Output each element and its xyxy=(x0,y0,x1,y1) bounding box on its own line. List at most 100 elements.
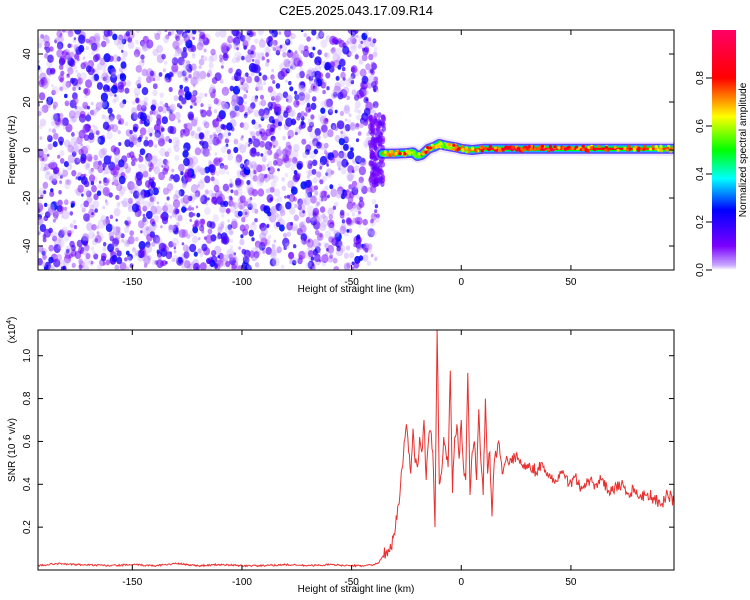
heatmap-cell xyxy=(315,134,321,141)
heatmap-cell xyxy=(38,258,43,266)
heatmap-cell xyxy=(350,123,355,130)
heatmap-cell xyxy=(184,168,192,178)
heatmap-cell xyxy=(146,73,150,78)
heatmap-cell xyxy=(119,186,126,195)
heatmap-cell xyxy=(230,115,233,119)
heatmap-cell xyxy=(223,129,231,139)
spectrogram-x-tick-label: 0 xyxy=(458,277,464,288)
heatmap-cell xyxy=(133,112,140,120)
heatmap-cell xyxy=(60,214,64,219)
heatmap-cell xyxy=(155,224,158,228)
heatmap-cell xyxy=(151,176,155,181)
heatmap-cell xyxy=(64,93,68,99)
heatmap-cell xyxy=(254,262,260,268)
heatmap-cell xyxy=(300,198,307,207)
heatmap-cell xyxy=(225,260,231,268)
heatmap-cell xyxy=(282,154,290,164)
heatmap-cell xyxy=(76,130,79,134)
heatmap-cell xyxy=(166,105,175,115)
heatmap-cell xyxy=(145,180,151,188)
heatmap-cell xyxy=(406,150,410,154)
heatmap-cell xyxy=(257,30,264,36)
heatmap-cell xyxy=(155,75,161,81)
heatmap-cell xyxy=(109,116,114,123)
heatmap-cell xyxy=(51,231,58,240)
heatmap-cell xyxy=(288,145,292,150)
heatmap-cell xyxy=(83,61,88,67)
heatmap-cell xyxy=(364,247,369,253)
heatmap-cell xyxy=(221,157,224,161)
heatmap-cell xyxy=(259,232,267,242)
heatmap-cell xyxy=(222,53,229,61)
heatmap-cell xyxy=(217,193,225,203)
heatmap-cell xyxy=(242,208,250,218)
heatmap-cell xyxy=(125,80,132,87)
heatmap-cell xyxy=(90,101,94,106)
heatmap-cell xyxy=(344,135,350,142)
heatmap-cell xyxy=(336,245,341,252)
heatmap-cell xyxy=(164,102,169,108)
heatmap-cell xyxy=(303,91,310,101)
heatmap-cell xyxy=(293,225,299,232)
heatmap-cell xyxy=(254,75,260,83)
heatmap-cell xyxy=(274,45,281,54)
heatmap-cell xyxy=(108,231,115,238)
heatmap-cell xyxy=(293,244,297,249)
heatmap-cell xyxy=(43,228,51,238)
heatmap-cell xyxy=(359,68,367,78)
heatmap-cell xyxy=(233,42,237,48)
heatmap-cell xyxy=(549,146,553,150)
heatmap-cell xyxy=(229,109,236,117)
heatmap-cell xyxy=(84,162,91,170)
heatmap-cell xyxy=(192,84,196,88)
heatmap-cell xyxy=(201,243,208,252)
heatmap-cell xyxy=(282,237,290,247)
heatmap-cell xyxy=(336,161,342,167)
heatmap-cell xyxy=(246,198,252,205)
heatmap-cell xyxy=(253,251,260,259)
heatmap-cell xyxy=(307,247,310,251)
heatmap-cell xyxy=(151,259,157,266)
heatmap-cell xyxy=(331,237,339,246)
heatmap-cell xyxy=(309,52,314,59)
heatmap-cell xyxy=(426,145,430,150)
heatmap-cell xyxy=(271,68,274,73)
heatmap-cell xyxy=(107,68,111,72)
heatmap-cell xyxy=(48,96,52,102)
heatmap-cell xyxy=(209,221,216,229)
heatmap-cell xyxy=(307,250,314,258)
heatmap-cell xyxy=(132,100,136,105)
heatmap-cell xyxy=(319,179,324,185)
heatmap-cell xyxy=(304,190,311,198)
heatmap-cell xyxy=(120,200,124,204)
heatmap-cell xyxy=(373,76,379,83)
heatmap-cell xyxy=(264,174,268,179)
heatmap-cell xyxy=(243,86,247,92)
heatmap-cell xyxy=(648,147,653,151)
heatmap-cell xyxy=(284,161,291,169)
heatmap-cell xyxy=(260,237,268,247)
heatmap-cell xyxy=(179,84,183,90)
heatmap-cell xyxy=(217,226,223,234)
heatmap-cell xyxy=(285,201,292,210)
heatmap-cell xyxy=(268,172,274,180)
heatmap-cell xyxy=(94,208,98,213)
heatmap-cell xyxy=(88,132,95,140)
heatmap-cell xyxy=(275,83,281,89)
heatmap-cell xyxy=(99,99,107,109)
heatmap-cell xyxy=(324,242,330,250)
heatmap-cell xyxy=(354,165,360,172)
heatmap-cell xyxy=(78,34,86,44)
heatmap-cell xyxy=(145,226,150,231)
heatmap-cell xyxy=(68,110,76,119)
heatmap-cell xyxy=(324,185,329,191)
heatmap-cell xyxy=(167,147,172,154)
heatmap-cell xyxy=(368,247,373,253)
heatmap-cell xyxy=(194,219,200,227)
heatmap-cell xyxy=(127,181,135,191)
heatmap-cell xyxy=(184,65,189,70)
colorbar-tick-label: 0.2 xyxy=(695,215,706,229)
heatmap-cell xyxy=(138,240,146,250)
heatmap-cell xyxy=(112,54,119,63)
heatmap-cell xyxy=(218,134,223,140)
